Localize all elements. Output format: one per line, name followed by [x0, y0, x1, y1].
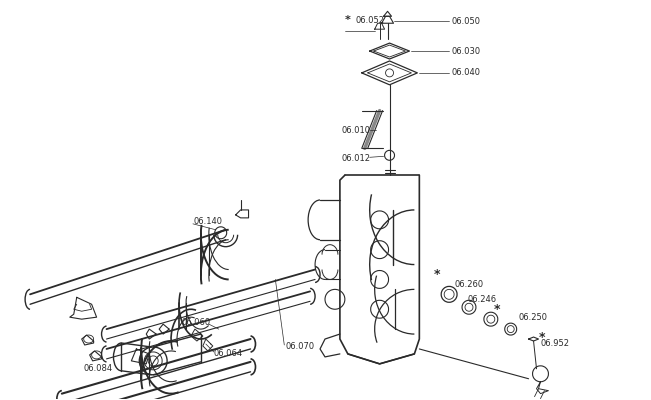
Text: *: * — [494, 303, 501, 316]
Text: 06.064: 06.064 — [214, 350, 243, 358]
Text: 06.050: 06.050 — [451, 17, 480, 26]
Text: *: * — [538, 330, 545, 344]
Text: 06.140: 06.140 — [194, 217, 223, 226]
Text: 06.260: 06.260 — [454, 280, 483, 289]
Text: 06.084: 06.084 — [84, 364, 113, 373]
Text: *: * — [345, 15, 351, 25]
Text: 06.250: 06.250 — [519, 313, 547, 322]
Text: *: * — [434, 268, 441, 281]
Text: 06.052: 06.052 — [356, 16, 385, 25]
Text: 06.246: 06.246 — [467, 295, 496, 304]
Text: 06.040: 06.040 — [451, 68, 480, 77]
Text: 06.952: 06.952 — [540, 340, 570, 348]
Text: 06.070: 06.070 — [285, 342, 314, 352]
Text: 06.012: 06.012 — [342, 154, 371, 163]
Text: 06.030: 06.030 — [451, 46, 480, 56]
Text: 06.010: 06.010 — [342, 126, 371, 135]
Text: 06.060: 06.060 — [181, 318, 210, 327]
